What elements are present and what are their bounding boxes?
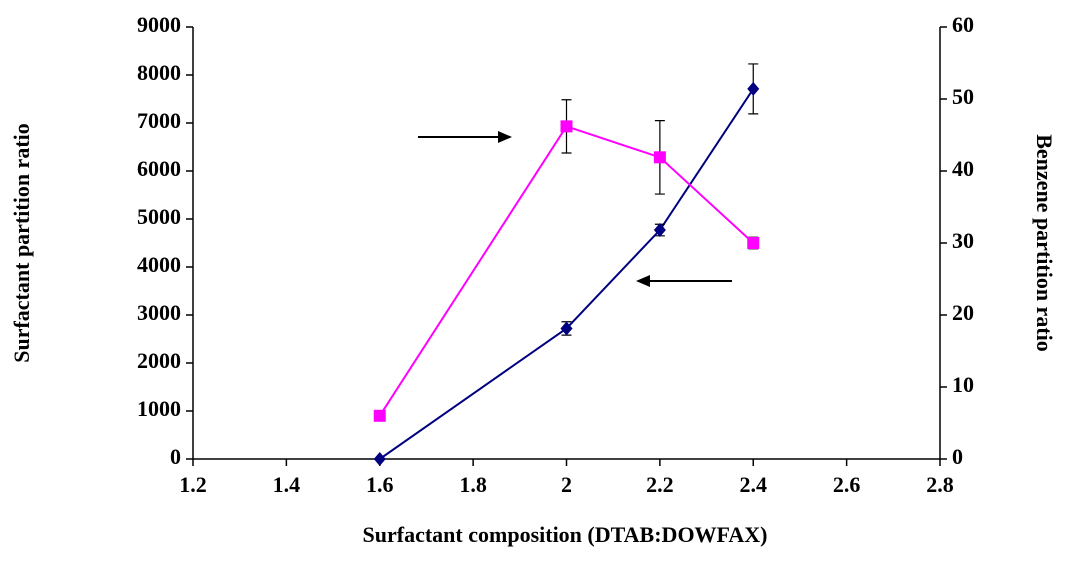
x-tick-label: 2.2	[646, 472, 674, 497]
x-tick-label: 2	[561, 472, 572, 497]
data-point	[373, 452, 386, 466]
data-point	[747, 237, 760, 249]
y-axis-title: Surfactant partition ratio	[9, 123, 34, 363]
y2-tick-label: 40	[952, 156, 974, 181]
x-tick-label: 2.6	[833, 472, 861, 497]
y-tick-label: 1000	[137, 396, 181, 421]
x-tick-label: 2.8	[926, 472, 954, 497]
data-point	[653, 151, 666, 164]
y2-axis-title: Benzene partition ratio	[1032, 134, 1057, 352]
annotation-arrows	[418, 131, 732, 287]
y-tick-label: 2000	[137, 348, 181, 373]
x-axis-title: Surfactant composition (DTAB:DOWFAX)	[363, 522, 768, 547]
data-point	[560, 120, 573, 133]
y-tick-label: 0	[170, 444, 181, 469]
y2-tick-label: 10	[952, 372, 974, 397]
series-line	[378, 125, 754, 417]
x-tick-label: 1.6	[366, 472, 394, 497]
y-tick-label: 7000	[137, 108, 181, 133]
y-tick-label: 9000	[137, 12, 181, 37]
y2-tick-label: 20	[952, 300, 974, 325]
y-tick-label: 3000	[137, 300, 181, 325]
y-tick-label: 6000	[137, 156, 181, 181]
y-tick-label: 4000	[137, 252, 181, 277]
y-tick-label: 5000	[137, 204, 181, 229]
y2-tick-label: 50	[952, 84, 974, 109]
data-point	[560, 321, 573, 336]
data-point	[653, 223, 666, 238]
y2-tick-label: 60	[952, 12, 974, 37]
x-tick-label: 1.8	[459, 472, 487, 497]
series-line	[379, 88, 755, 460]
x-tick-label: 2.4	[740, 472, 768, 497]
x-tick-label: 1.4	[273, 472, 301, 497]
y2-tick-label: 30	[952, 228, 974, 253]
x-tick-label: 1.2	[179, 472, 207, 497]
data-point	[747, 81, 760, 96]
y2-tick-label: 0	[952, 444, 963, 469]
data-point	[373, 409, 386, 422]
y-tick-label: 8000	[137, 60, 181, 85]
